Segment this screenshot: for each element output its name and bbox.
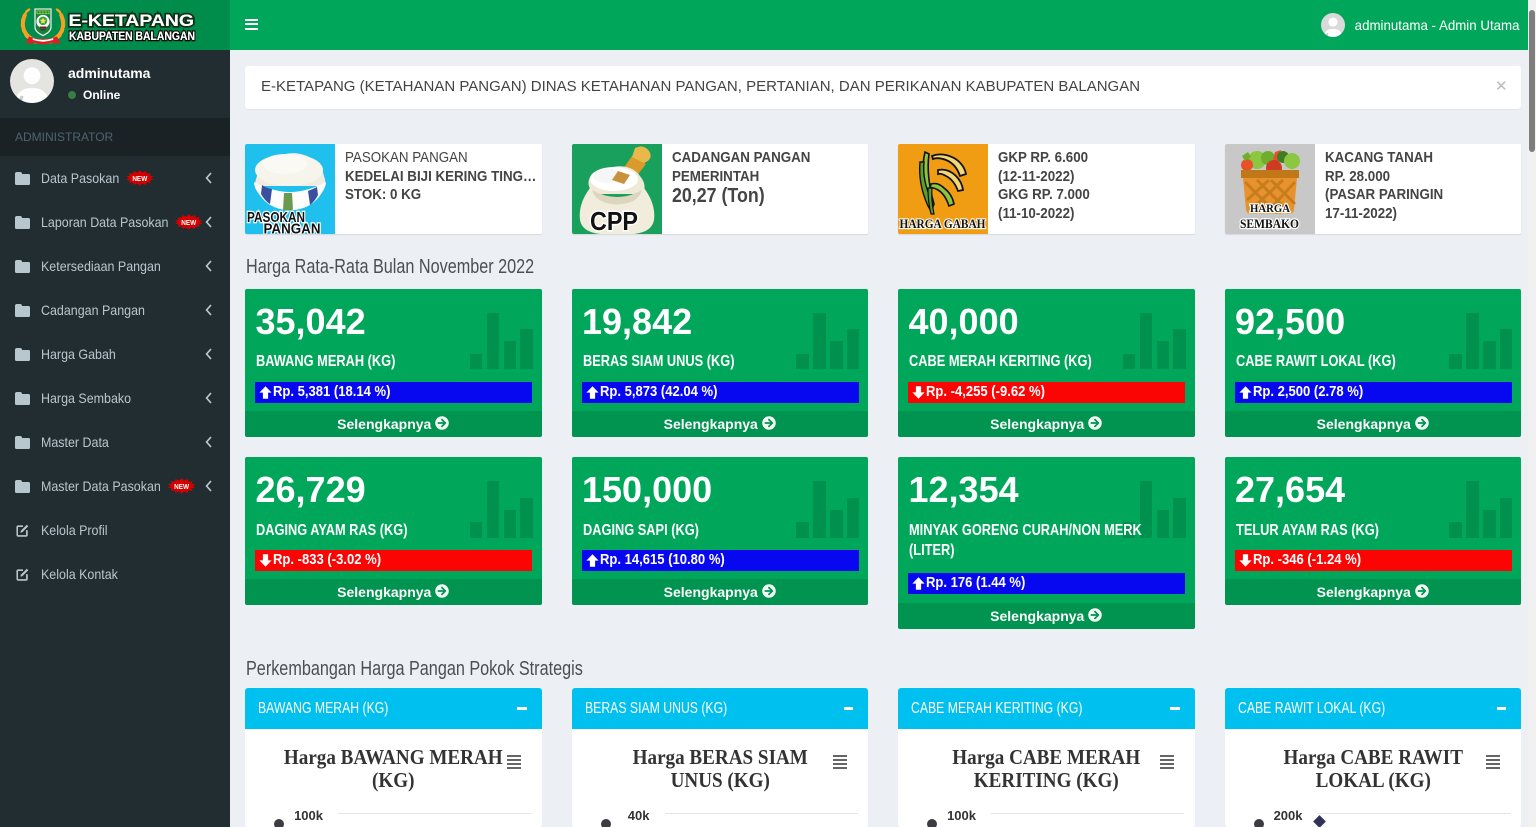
svg-text:HARGA: HARGA	[1250, 203, 1291, 215]
svg-text:HARGA GABAH: HARGA GABAH	[900, 216, 986, 231]
svg-text:NEW: NEW	[132, 176, 147, 183]
svg-text:E-KETAPANG: E-KETAPANG	[69, 11, 195, 30]
svg-text:NEW: NEW	[174, 484, 189, 491]
svg-text:SEMBAKO: SEMBAKO	[1240, 217, 1299, 231]
svg-text:NEW: NEW	[181, 220, 196, 227]
svg-text:KABUPATEN BALANGAN: KABUPATEN BALANGAN	[69, 29, 195, 43]
svg-text:KABUPATEN BALANGAN: KABUPATEN BALANGAN	[69, 29, 195, 43]
svg-text:PANGAN: PANGAN	[264, 221, 321, 235]
svg-text:CPP: CPP	[590, 206, 638, 234]
svg-text:PASOKAN: PASOKAN	[247, 209, 305, 226]
svg-text:E-KETAPANG: E-KETAPANG	[69, 11, 195, 30]
